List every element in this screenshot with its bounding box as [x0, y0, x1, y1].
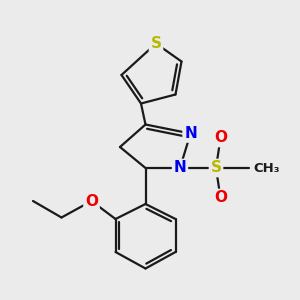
Text: O: O	[214, 130, 227, 146]
Text: S: S	[211, 160, 221, 175]
Text: O: O	[85, 194, 98, 208]
Text: O: O	[214, 190, 227, 206]
Text: N: N	[184, 126, 197, 141]
Text: N: N	[174, 160, 186, 175]
Text: S: S	[151, 36, 161, 51]
Text: CH₃: CH₃	[254, 161, 280, 175]
